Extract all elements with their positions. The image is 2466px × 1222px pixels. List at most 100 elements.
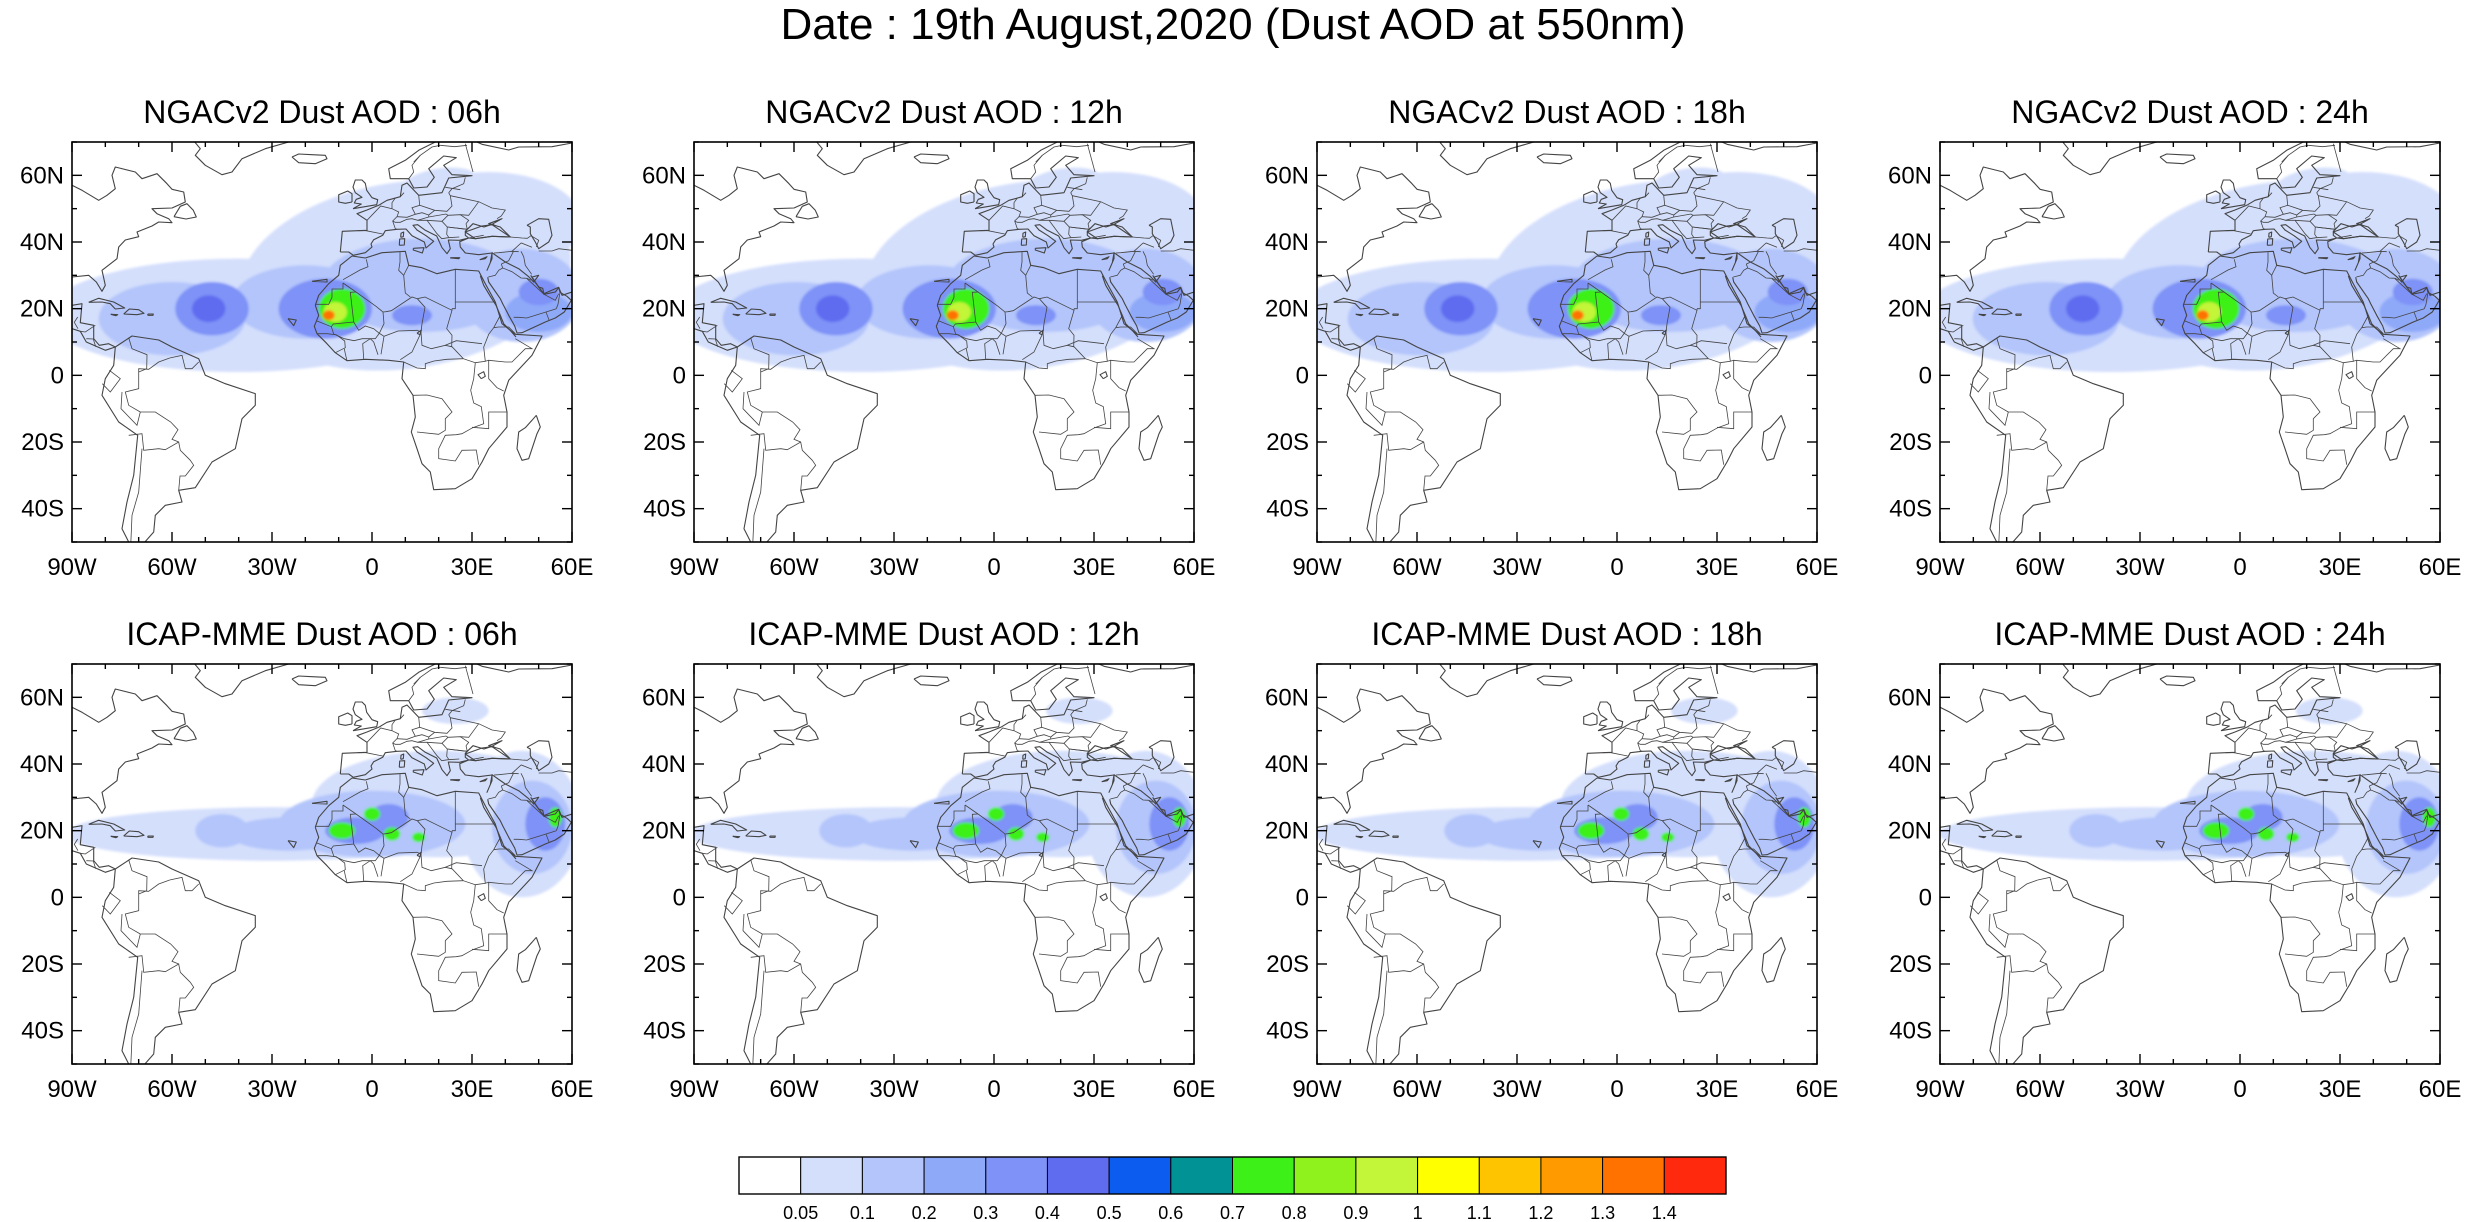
border (2379, 242, 2401, 252)
coastline-corsica (400, 231, 405, 238)
border (2268, 334, 2289, 361)
border (1041, 192, 1075, 212)
coastline-africa (1558, 772, 1788, 1013)
map-panel-3: NGACv2 Dust AOD : 18h 90W 60W 30W 0 30E 60E 60N… (1265, 94, 1838, 581)
coastline-britain (2220, 701, 2247, 732)
coastline-cuba (710, 297, 748, 310)
border (411, 195, 421, 215)
border (1685, 666, 1713, 670)
border (2287, 192, 2321, 212)
border (1800, 292, 1806, 309)
lon-tick-label: 0 (365, 554, 378, 581)
coastline-newfoundland (1418, 203, 1442, 220)
coastline-canaries (2179, 278, 2196, 283)
map-panel-8: ICAP-MME Dust AOD : 24h 90W 60W 30W 0 30E 60E 6… (1888, 616, 2461, 1103)
coastline-newfoundland (2041, 725, 2065, 742)
border (545, 311, 550, 321)
border (2353, 359, 2372, 392)
lon-tick-label: 0 (1610, 554, 1623, 581)
coastline-arabia (2355, 797, 2440, 856)
border (2268, 856, 2289, 883)
coastline-corsica (1645, 231, 1650, 238)
border (366, 727, 400, 752)
border (1693, 699, 1711, 715)
border (1716, 411, 1752, 430)
aod-blob (1612, 807, 1630, 821)
lon-tick-label: 90W (669, 1076, 719, 1103)
border (1636, 197, 1641, 209)
border (330, 321, 380, 342)
border (1738, 848, 1761, 856)
border (485, 359, 504, 392)
border (1758, 830, 1802, 841)
coastline-iceland (1536, 675, 1573, 687)
border (140, 411, 179, 443)
border (1738, 326, 1761, 334)
coastline-corsica (1022, 231, 1027, 238)
map-panel-1: NGACv2 Dust AOD : 06h 90W 60W 30W 0 30E 60E 60N… (20, 94, 593, 581)
coastline-cuba (88, 297, 126, 310)
border (2276, 677, 2289, 701)
border (1693, 177, 1711, 193)
border (2318, 195, 2374, 220)
coastline-hispaniola (123, 830, 145, 838)
border (1365, 391, 1386, 427)
border (1093, 411, 1129, 430)
border (2271, 880, 2332, 892)
coastline-crete (1694, 779, 1706, 782)
border (1705, 201, 1725, 216)
coastline-newfoundland (795, 203, 819, 220)
border (1002, 336, 1007, 355)
border (1087, 223, 1090, 230)
colorbar: 0.05 0.1 0.2 0.3 0.4 0.5 0.6 0.7 0.8 0.9 1 1.1 1.2 1.… (738, 1156, 1727, 1222)
border (2211, 348, 2216, 361)
border (965, 870, 970, 883)
lon-tick-label: 30W (1492, 1076, 1542, 1103)
border (1069, 226, 1090, 230)
lat-tick-label: 20N (1265, 818, 1309, 845)
border (1611, 205, 1645, 230)
border (392, 212, 430, 223)
border (1373, 859, 1393, 895)
lat-tick-label: 60N (1888, 162, 1932, 189)
border (1713, 756, 1729, 761)
border (1167, 833, 1172, 843)
border (378, 820, 426, 859)
coastline-greenland (1439, 664, 1535, 698)
border (80, 846, 96, 855)
coastline-ireland (2206, 190, 2221, 204)
border (988, 727, 1022, 752)
border (2411, 815, 2428, 823)
coastline-northAmerica (1317, 825, 1361, 873)
coastline-greenland (2062, 142, 2158, 176)
panel-title: ICAP-MME Dust AOD : 24h (1994, 616, 2385, 652)
lon-tick-label: 30W (2115, 554, 2165, 581)
coastline-arabia (1109, 797, 1194, 856)
colorbar-frame (738, 1156, 1727, 1195)
lon-tick-label: 0 (2233, 1076, 2246, 1103)
border (2339, 411, 2375, 430)
border (538, 248, 572, 252)
lat-tick-label: 40S (1889, 496, 1932, 523)
lon-tick-label: 60E (1796, 554, 1839, 581)
border (1755, 235, 1785, 248)
border (2356, 860, 2402, 885)
aod-blob (505, 292, 572, 332)
colorbar-label: 0.05 (783, 1203, 818, 1222)
border (1074, 269, 1078, 310)
border (1073, 315, 1123, 364)
border (2266, 252, 2272, 276)
border (1039, 818, 1075, 833)
coastline-arabia (487, 797, 572, 856)
border (1022, 192, 1027, 197)
border (440, 144, 468, 148)
border (1086, 143, 1096, 173)
aod-blob (1632, 827, 1650, 841)
lat-tick-label: 20N (1888, 818, 1932, 845)
figure-title: Date : 19th August,2020 (Dust AOD at 550… (780, 0, 1686, 49)
border (2260, 212, 2298, 223)
border (2285, 741, 2328, 762)
border (493, 326, 516, 334)
coastline-eastNA (1317, 688, 1431, 814)
colorbar-label: 1.3 (1590, 1203, 1615, 1222)
